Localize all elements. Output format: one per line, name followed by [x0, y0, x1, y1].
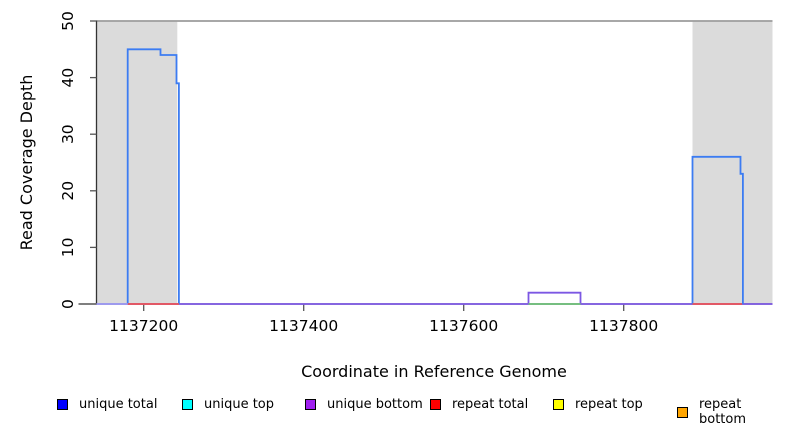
legend-item-unique-bottom: unique bottom [305, 397, 423, 412]
legend-label: unique bottom [327, 397, 423, 412]
legend-label: repeat bottom [699, 397, 747, 427]
legend-item-repeat-bottom: repeat bottom [677, 397, 792, 427]
legend-swatch-icon [553, 399, 564, 410]
y-tick-label: 10 [59, 238, 77, 258]
tick-labels: 0 10 20 30 40 50 1137200 1137400 1137600 1137800 [59, 11, 658, 335]
y-tick-label: 30 [59, 124, 77, 144]
coverage-lines [96, 48, 773, 305]
legend-swatch-icon [677, 406, 688, 418]
legend-item-repeat-top: repeat top [553, 397, 643, 412]
legend-label: repeat top [575, 397, 643, 412]
repeat-region-band [692, 21, 773, 305]
x-tick-label: 1137200 [109, 317, 178, 335]
y-tick-label: 40 [59, 68, 77, 88]
legend-swatch-icon [57, 399, 68, 410]
unique-total-peak-2 [691, 155, 744, 304]
legend-item-unique-top: unique top [182, 397, 274, 412]
unique-total-peak-1 [126, 48, 180, 304]
y-axis-title: Read Coverage Depth [17, 75, 36, 251]
legend-label: unique top [204, 397, 275, 412]
y-tick-label: 0 [59, 299, 77, 309]
x-tick-label: 1137600 [429, 317, 498, 335]
y-tick-label: 50 [59, 11, 77, 31]
legend-swatch-icon [182, 399, 193, 410]
x-tick-label: 1137400 [269, 317, 338, 335]
legend-item-repeat-total: repeat total [430, 397, 528, 412]
y-tick-label: 20 [59, 181, 77, 201]
axes [78, 20, 773, 311]
x-axis-title: Coordinate in Reference Genome [301, 362, 567, 381]
legend-label: unique total [79, 397, 158, 412]
legend-swatch-icon [305, 399, 316, 410]
repeat-region-band [96, 21, 178, 305]
legend-label: repeat total [452, 397, 529, 412]
unique-bottom-bump [527, 291, 582, 304]
legend-item-unique-total: unique total [57, 397, 157, 412]
legend: unique total unique top unique bottom repea… [0, 397, 792, 427]
x-tick-label: 1137800 [589, 317, 658, 335]
legend-swatch-icon [430, 399, 441, 410]
repeat-region-bands [96, 21, 773, 305]
